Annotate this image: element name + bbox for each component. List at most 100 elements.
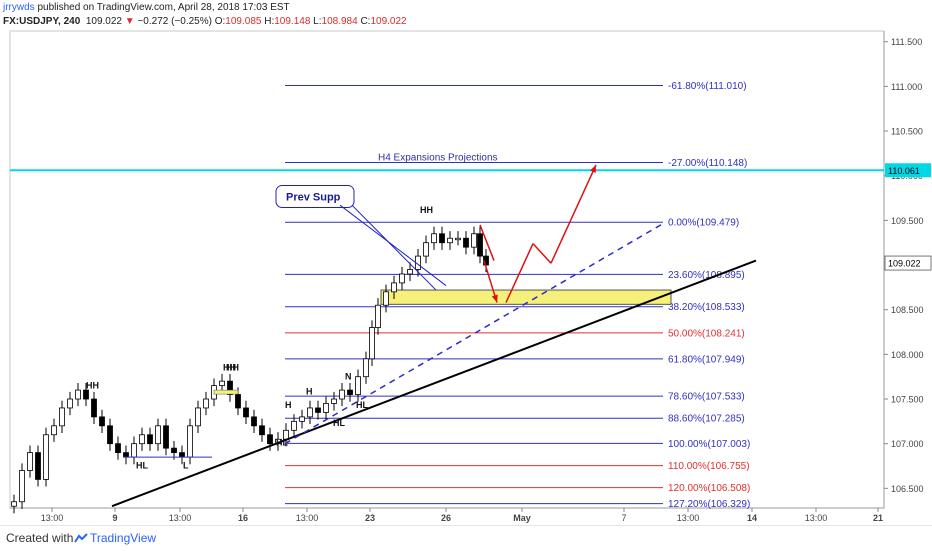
price-change: −0.272 (−0.25%) <box>137 16 212 27</box>
candle-body <box>235 394 241 409</box>
created-with-label: Created with <box>6 531 74 545</box>
fib-level-label: 78.60%(107.533) <box>668 392 745 403</box>
low-value: 108.984 <box>321 16 358 27</box>
candles-group <box>11 226 489 514</box>
fib-level-label: 38.20%(108.533) <box>668 302 745 313</box>
candle-body <box>155 425 161 445</box>
footer-bar: Created with TradingView <box>0 525 932 551</box>
x-tick-label: 14 <box>747 513 757 523</box>
candle-body <box>455 237 461 241</box>
dashed-trendline <box>284 222 665 445</box>
high-value: 109.148 <box>274 16 311 27</box>
candle-body <box>431 233 437 244</box>
red-down-arrow-head <box>491 294 498 303</box>
fib-level-label: 0.00%(109.479) <box>668 218 739 229</box>
candle-body <box>323 403 329 413</box>
callout-pointer <box>339 204 447 286</box>
candle-body <box>59 407 65 427</box>
spacer <box>508 0 533 303</box>
candle-body <box>363 358 369 378</box>
price-chart[interactable]: 111.500111.000110.500110.000109.500109.0… <box>0 0 932 525</box>
candle-body <box>307 407 313 418</box>
candle-body <box>123 452 129 458</box>
author-link[interactable]: jrrywds <box>3 2 35 13</box>
x-tick-label: 21 <box>873 513 883 523</box>
callout-box <box>275 185 355 209</box>
candle-body <box>391 282 397 293</box>
candle-body <box>407 269 413 275</box>
x-tick-label: 13:00 <box>805 513 828 523</box>
callout-pointer <box>351 204 437 291</box>
symbol-label[interactable]: FX:USDJPY, 240 <box>3 16 81 27</box>
previous-support-zone <box>380 289 672 305</box>
red-arrow-segment <box>479 224 495 261</box>
candle-body <box>439 233 445 244</box>
candle-body <box>315 407 321 413</box>
swing-label: N <box>345 371 352 381</box>
candle-body <box>99 416 105 427</box>
candle-body <box>171 447 177 454</box>
fib-level-label: 127.20%(106.329) <box>668 499 750 510</box>
y-tick-label: 106.500 <box>891 484 924 494</box>
candle-body <box>227 380 233 395</box>
candle-body <box>463 237 469 248</box>
x-tick-label: May <box>513 513 531 523</box>
swing-label: HL <box>136 461 148 471</box>
x-tick-label: 26 <box>441 513 451 523</box>
y-tick-label: 111.000 <box>891 82 922 92</box>
candle-body <box>11 501 17 507</box>
x-tick-label: 7 <box>621 513 626 523</box>
y-tick-label: 107.500 <box>891 395 924 405</box>
swing-label: HH <box>420 205 433 215</box>
fib-level-label: -27.00%(110.148) <box>668 158 747 169</box>
candle-body <box>477 233 483 257</box>
candle-body <box>43 434 49 480</box>
candle-body <box>259 425 265 436</box>
close-value: 109.022 <box>370 16 407 27</box>
x-tick-label: 16 <box>238 513 248 523</box>
candle-body <box>347 389 353 395</box>
y-tick-label: 108.500 <box>891 305 924 315</box>
candle-body <box>355 376 361 395</box>
x-tick-label: 9 <box>112 513 117 523</box>
fib-level-label: 61.80%(107.949) <box>668 354 745 365</box>
hh-zone-marker <box>213 389 239 395</box>
x-tick-label: 13:00 <box>677 513 700 523</box>
close-label: C: <box>360 16 371 27</box>
swing-label: H <box>285 400 292 410</box>
candle-body <box>447 237 453 244</box>
line-price-tag <box>885 163 931 178</box>
candle-body <box>131 443 137 458</box>
current-price-label: 109.022 <box>888 259 921 269</box>
candle-body <box>267 434 273 445</box>
candle-body <box>383 291 389 306</box>
candle-body <box>219 380 225 387</box>
candle-body <box>251 416 257 427</box>
line-price-label: 110.061 <box>888 166 920 176</box>
fib-level-label: -61.80%(111.010) <box>668 81 747 92</box>
candle-body <box>27 452 33 471</box>
candle-body <box>369 327 375 360</box>
candle-body <box>399 273 405 284</box>
last-price: 109.022 <box>85 16 122 27</box>
fib-level-label: 23.60%(108.895) <box>668 270 745 281</box>
support-trendline <box>111 259 757 508</box>
red-arrow-segment <box>532 243 552 264</box>
candle-body <box>107 425 113 445</box>
swing-label: HL <box>356 400 368 410</box>
swing-label: HL <box>276 437 288 447</box>
candle-body <box>115 443 121 454</box>
candle-body <box>203 398 209 409</box>
swing-label: HL <box>333 418 345 428</box>
projection-label: H4 Expansions Projections <box>378 152 498 163</box>
candle-body <box>75 389 81 400</box>
tradingview-brand[interactable]: TradingView <box>90 531 157 545</box>
low-label: L: <box>313 16 322 27</box>
candle-body <box>147 434 153 445</box>
red-up-arrow <box>550 164 597 264</box>
swing-label: HH <box>86 380 99 390</box>
candle-body <box>471 233 477 248</box>
candle-body <box>423 242 429 257</box>
y-tick-label: 107.000 <box>891 439 924 449</box>
tradingview-logo-icon <box>74 533 88 543</box>
